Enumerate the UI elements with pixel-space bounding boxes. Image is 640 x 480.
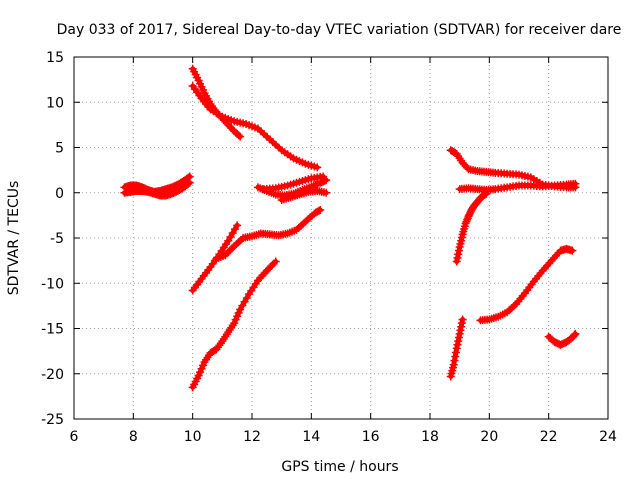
- data-point: [571, 329, 580, 338]
- series-trace: [477, 246, 575, 323]
- y-tick-label: 5: [55, 141, 64, 157]
- y-tick-labels: -25 -20 -15 -10 -5 0 5 10 15: [41, 50, 64, 428]
- y-tick-label: 10: [46, 95, 64, 111]
- data-point: [236, 132, 245, 141]
- series-9: [212, 205, 325, 263]
- data-point: [319, 172, 328, 181]
- x-tick-label: 16: [362, 429, 380, 445]
- x-tick-label: 24: [599, 429, 617, 445]
- x-tick-label: 10: [184, 429, 202, 445]
- y-tick-label: -10: [41, 276, 64, 292]
- data-point: [571, 179, 580, 188]
- data-point: [322, 188, 331, 197]
- x-tick-label: 8: [129, 429, 138, 445]
- data-point: [184, 179, 193, 188]
- y-axis-title: SDTVAR / TECUs: [6, 181, 22, 296]
- series-10: [188, 257, 280, 392]
- plot-frame: [73, 56, 609, 420]
- series-4: [188, 81, 322, 172]
- series-7: [277, 186, 331, 204]
- series-14: [446, 315, 467, 381]
- data-point: [234, 131, 243, 140]
- y-tick-label: -15: [41, 322, 64, 338]
- data-point: [271, 257, 280, 266]
- series-15: [476, 244, 577, 325]
- data-point: [314, 206, 323, 215]
- y-tick-label: -5: [50, 231, 64, 247]
- data-point: [482, 189, 491, 198]
- y-tick-label: 0: [55, 186, 64, 202]
- x-tick-label: 14: [302, 429, 320, 445]
- grid-lines: [74, 57, 608, 419]
- x-tick-label: 12: [243, 429, 261, 445]
- data-point: [568, 246, 577, 255]
- data-point: [185, 178, 194, 187]
- series-3: [188, 64, 245, 141]
- chart-title: Day 033 of 2017, Sidereal Day-to-day VTE…: [57, 22, 622, 38]
- data-point: [313, 163, 322, 172]
- series-16: [544, 329, 580, 349]
- series-6: [259, 172, 328, 194]
- data-point: [316, 205, 325, 214]
- y-tick-label: -20: [41, 367, 64, 383]
- series-13: [452, 189, 491, 266]
- series-2: [120, 178, 194, 200]
- x-tick-label: 6: [70, 429, 79, 445]
- x-tick-labels: 6 8 10 12 14 16 18 20 22 24: [70, 429, 617, 445]
- x-tick-label: 18: [421, 429, 439, 445]
- x-axis-title: GPS time / hours: [281, 459, 398, 475]
- data-point: [233, 221, 242, 230]
- x-tick-label: 22: [540, 429, 558, 445]
- data-series: [120, 64, 580, 392]
- series-12: [455, 179, 580, 195]
- data-point: [458, 315, 467, 324]
- x-tick-label: 20: [480, 429, 498, 445]
- y-tick-label: 15: [46, 50, 64, 66]
- y-tick-label: -25: [41, 412, 64, 428]
